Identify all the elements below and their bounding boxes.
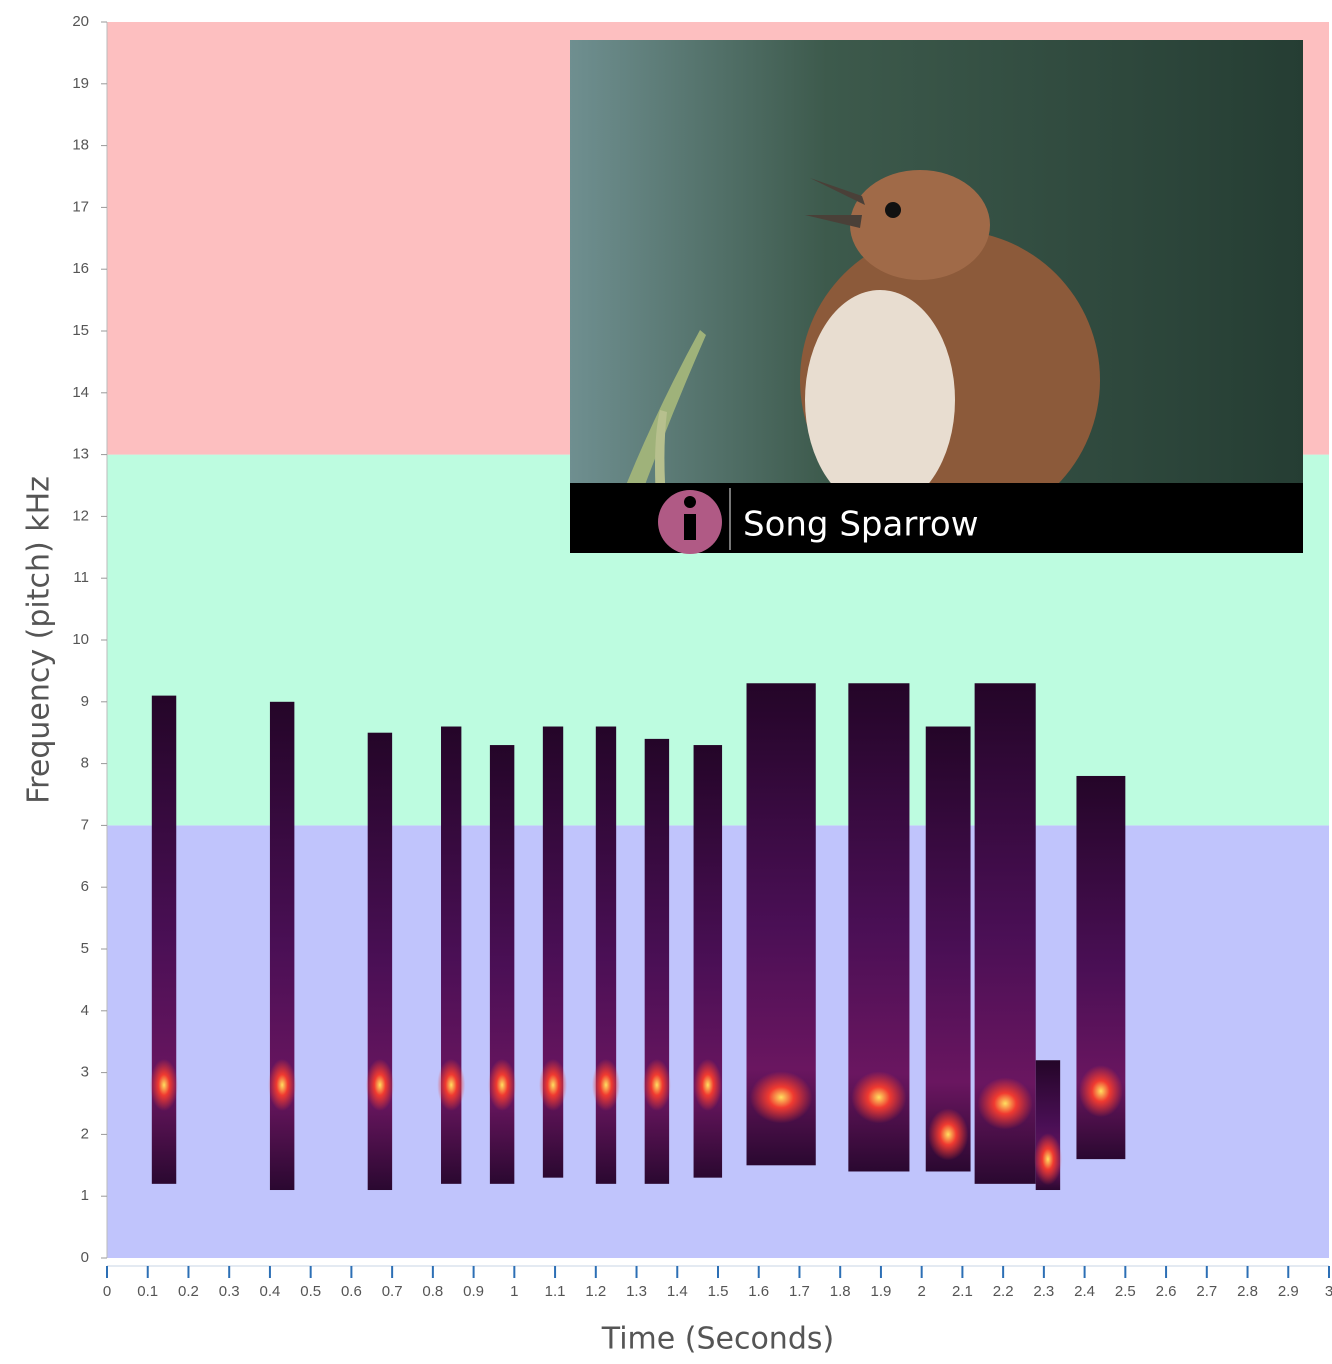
bird-eye: [885, 202, 901, 218]
y-tick-label: 0: [81, 1249, 89, 1266]
syllable: [441, 726, 462, 1184]
x-tick-label: 1.2: [585, 1283, 606, 1300]
x-tick-label: 0.3: [219, 1283, 240, 1300]
syllable-peak: [591, 1058, 620, 1111]
syllable-peak: [268, 1058, 297, 1111]
x-tick-label: 1.1: [545, 1283, 566, 1300]
x-tick-label: 0.2: [178, 1283, 199, 1300]
y-tick-label: 5: [81, 940, 89, 957]
syllable-peak: [1078, 1065, 1123, 1118]
x-tick-label: 2.1: [952, 1283, 973, 1300]
info-icon-glyph: [684, 496, 696, 508]
x-tick-label: 2.6: [1156, 1283, 1177, 1300]
x-tick-label: 2: [917, 1283, 925, 1300]
bird-breast: [805, 290, 955, 510]
syllable: [269, 701, 295, 1191]
x-tick-label: 2.7: [1196, 1283, 1217, 1300]
bird-beak: [805, 178, 865, 228]
y-tick-label: 4: [81, 1002, 89, 1019]
y-tick-label: 9: [81, 693, 89, 710]
y-tick-label: 14: [72, 384, 89, 401]
x-tick-label: 1.9: [871, 1283, 892, 1300]
y-tick-label: 10: [72, 631, 89, 648]
x-tick-label: 2.9: [1278, 1283, 1299, 1300]
syllable-peak: [693, 1058, 722, 1111]
syllable-peak: [977, 1077, 1033, 1130]
syllable-peak: [150, 1058, 179, 1111]
x-tick-label: 2.2: [993, 1283, 1014, 1300]
y-tick-label: 8: [81, 755, 89, 772]
syllable: [367, 732, 393, 1191]
x-tick-label: 0.4: [260, 1283, 281, 1300]
y-tick-label: 15: [72, 322, 89, 339]
x-tick-label: 0.6: [341, 1283, 362, 1300]
syllable: [595, 726, 617, 1184]
caption: Song Sparrow: [743, 505, 979, 545]
x-tick-label: 0.5: [300, 1283, 321, 1300]
inset-photo: Song Sparrow: [570, 40, 1303, 554]
x-tick-label: 1.7: [789, 1283, 810, 1300]
syllable: [693, 745, 723, 1178]
syllable-peak: [488, 1058, 517, 1111]
y-tick-label: 19: [72, 75, 89, 92]
info-icon-glyph: [684, 514, 696, 540]
x-tick-label: 1.8: [830, 1283, 851, 1300]
y-tick-label: 3: [81, 1064, 89, 1081]
syllable-peak: [1033, 1133, 1062, 1186]
y-tick-label: 11: [73, 569, 89, 586]
x-tick-label: 0.1: [137, 1283, 158, 1300]
x-tick-label: 0: [103, 1283, 111, 1300]
y-tick-label: 2: [81, 1125, 89, 1142]
syllable: [644, 738, 670, 1184]
syllable: [925, 726, 971, 1172]
syllable: [489, 745, 515, 1184]
syllable-peak: [539, 1058, 568, 1111]
x-tick-label: 1.6: [748, 1283, 769, 1300]
x-tick-label: 2.4: [1074, 1283, 1095, 1300]
syllable-peak: [927, 1108, 969, 1161]
syllable-peak: [851, 1071, 907, 1124]
x-tick-label: 1: [510, 1283, 518, 1300]
y-tick-label: 18: [72, 137, 89, 154]
x-tick-label: 2.5: [1115, 1283, 1136, 1300]
x-tick-label: 0.9: [463, 1283, 484, 1300]
x-axis-label: Time (Seconds): [601, 1322, 834, 1357]
y-tick-label: 13: [72, 446, 89, 463]
x-tick-label: 0.8: [422, 1283, 443, 1300]
bird-head: [850, 170, 990, 280]
y-tick-label: 20: [72, 13, 89, 30]
x-tick-label: 0.7: [382, 1283, 403, 1300]
x-tick-label: 3: [1325, 1283, 1332, 1300]
y-tick-label: 16: [72, 260, 89, 277]
x-tick-label: 1.4: [667, 1283, 688, 1300]
x-tick-label: 1.3: [626, 1283, 647, 1300]
x-tick-label: 2.8: [1237, 1283, 1258, 1300]
syllable-peak: [642, 1058, 671, 1111]
x-tick-label: 1.5: [708, 1283, 729, 1300]
y-tick-label: 1: [81, 1187, 89, 1204]
syllable-peak: [365, 1058, 394, 1111]
y-tick-label: 6: [81, 878, 89, 895]
x-tick-label: 2.3: [1033, 1283, 1054, 1300]
y-tick-label: 12: [72, 507, 89, 524]
y-tick-label: 7: [81, 816, 89, 833]
y-axis-label: Frequency (pitch) kHz: [22, 476, 57, 804]
y-tick-label: 17: [72, 198, 89, 215]
syllable-peak: [749, 1071, 813, 1124]
syllable-peak: [437, 1058, 466, 1111]
